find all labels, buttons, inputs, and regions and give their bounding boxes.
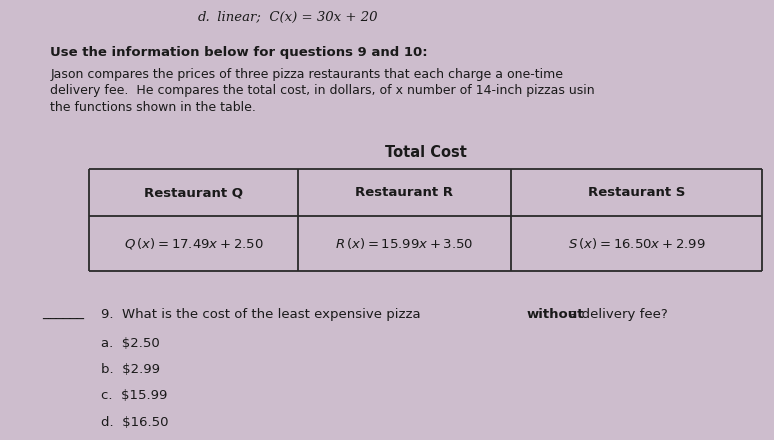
Text: 9.  What is the cost of the least expensive pizza: 9. What is the cost of the least expensi… xyxy=(101,308,424,321)
Text: delivery fee.  He compares the total cost, in dollars, of x number of 14-inch pi: delivery fee. He compares the total cost… xyxy=(50,84,595,98)
Text: without: without xyxy=(526,308,584,321)
Text: a delivery fee?: a delivery fee? xyxy=(565,308,668,321)
Text: $R\,(x)= 15.99x + 3.50$: $R\,(x)= 15.99x + 3.50$ xyxy=(335,235,474,251)
Text: d.: d. xyxy=(197,11,210,24)
Text: $S\,(x)= 16.50x + 2.99$: $S\,(x)= 16.50x + 2.99$ xyxy=(568,235,705,251)
Text: $Q\,(x)= 17.49x + 2.50$: $Q\,(x)= 17.49x + 2.50$ xyxy=(124,235,263,251)
Text: b.  $2.99: b. $2.99 xyxy=(101,363,159,376)
Text: a.  $2.50: a. $2.50 xyxy=(101,337,159,350)
Text: ______: ______ xyxy=(43,306,84,320)
Text: Total Cost: Total Cost xyxy=(385,145,467,160)
Text: d.  $16.50: d. $16.50 xyxy=(101,416,168,429)
Text: the functions shown in the table.: the functions shown in the table. xyxy=(50,101,256,114)
Text: Restaurant S: Restaurant S xyxy=(588,186,685,199)
Text: Restaurant Q: Restaurant Q xyxy=(144,186,243,199)
Text: c.  $15.99: c. $15.99 xyxy=(101,389,167,403)
Text: linear;  C(x) = 30x + 20: linear; C(x) = 30x + 20 xyxy=(213,11,378,24)
Text: Use the information below for questions 9 and 10:: Use the information below for questions … xyxy=(50,46,428,59)
Text: Restaurant R: Restaurant R xyxy=(355,186,454,199)
Text: Jason compares the prices of three pizza restaurants that each charge a one-time: Jason compares the prices of three pizza… xyxy=(50,68,563,81)
